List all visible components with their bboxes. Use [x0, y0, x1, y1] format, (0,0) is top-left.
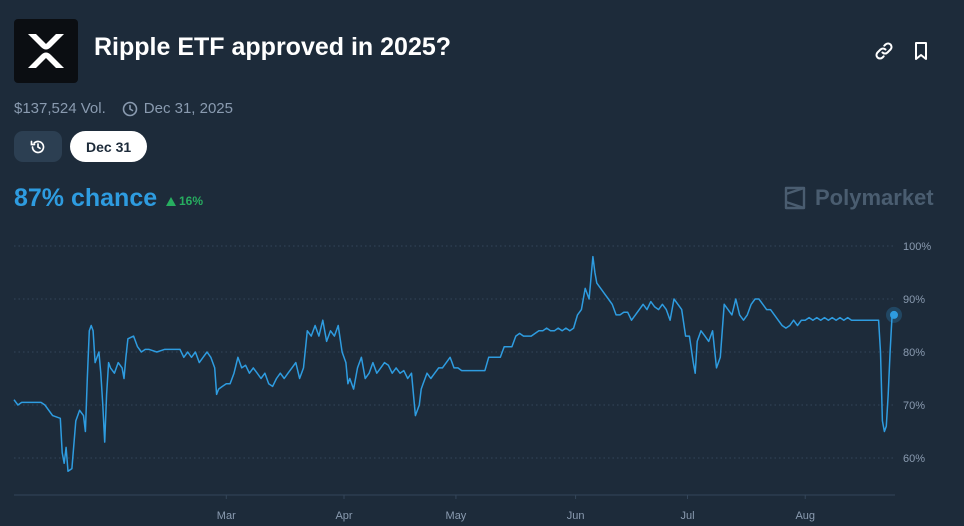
- polymarket-watermark: Polymarket: [783, 185, 934, 211]
- y-tick-label: 80%: [903, 347, 925, 359]
- clock-icon: [122, 101, 138, 117]
- link-icon: [875, 42, 893, 60]
- x-tick-label: Apr: [335, 510, 352, 522]
- history-icon: [30, 140, 45, 153]
- chance-text: 87% chance: [14, 184, 158, 212]
- x-tick-label: Mar: [217, 510, 236, 522]
- market-meta: $137,524 Vol. Dec 31, 2025: [14, 100, 233, 117]
- bookmark-button[interactable]: [910, 40, 932, 62]
- x-tick-label: Jun: [567, 510, 585, 522]
- x-tick-label: Aug: [795, 510, 815, 522]
- y-tick-label: 90%: [903, 294, 925, 306]
- xrp-logo-icon: [28, 34, 64, 68]
- bookmark-icon: [915, 42, 927, 60]
- end-date-text: Dec 31, 2025: [143, 100, 233, 117]
- y-tick-label: 100%: [903, 241, 931, 253]
- date-pill-dec31[interactable]: Dec 31: [70, 131, 148, 162]
- y-tick-label: 60%: [903, 453, 925, 465]
- history-button[interactable]: [14, 131, 62, 162]
- market-logo: [14, 19, 78, 83]
- date-selector: Dec 31: [14, 131, 148, 162]
- x-tick-label: May: [446, 510, 467, 522]
- chance-delta: 16%: [166, 194, 203, 208]
- y-tick-label: 70%: [903, 400, 925, 412]
- copy-link-button[interactable]: [873, 40, 895, 62]
- brand-name: Polymarket: [815, 185, 934, 210]
- series-line: [13, 255, 894, 473]
- x-tick-label: Jul: [680, 510, 694, 522]
- delta-value: 16%: [179, 194, 204, 208]
- polymarket-logo-icon: [784, 186, 806, 210]
- current-point: [890, 310, 898, 319]
- volume-text: $137,524 Vol.: [14, 100, 106, 117]
- triangle-up-icon: [166, 196, 176, 206]
- market-title: Ripple ETF approved in 2025?: [94, 33, 452, 61]
